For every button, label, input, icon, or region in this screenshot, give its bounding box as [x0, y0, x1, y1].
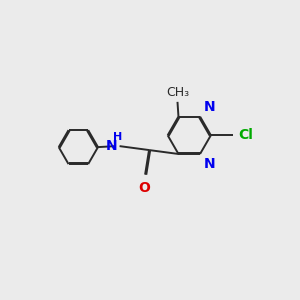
Text: H: H — [113, 132, 122, 142]
Text: CH₃: CH₃ — [166, 86, 189, 99]
Text: O: O — [138, 182, 150, 196]
Text: N: N — [204, 100, 216, 114]
Text: Cl: Cl — [238, 128, 253, 142]
Text: N: N — [106, 139, 118, 153]
Text: N: N — [204, 157, 216, 171]
